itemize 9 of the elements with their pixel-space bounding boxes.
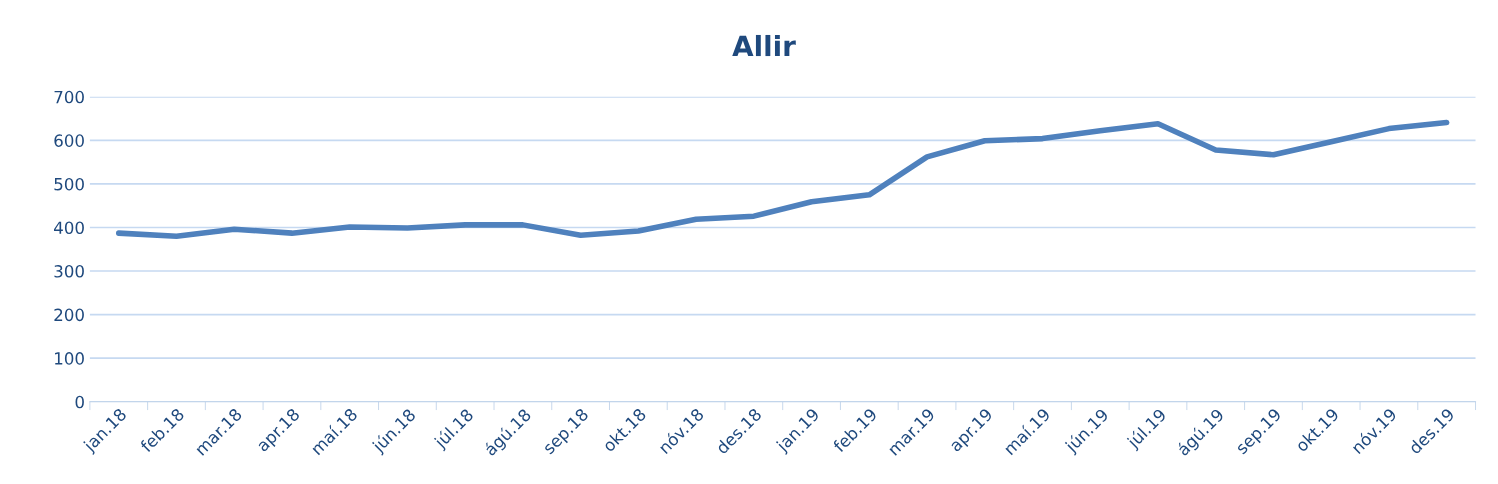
y-tick-label: 600 bbox=[54, 134, 84, 147]
chart-title: Allir bbox=[732, 34, 796, 57]
y-tick-label: 200 bbox=[54, 308, 84, 322]
y-tick-label: 700 bbox=[54, 90, 84, 104]
y-tick-label: 0 bbox=[75, 395, 84, 409]
y-tick-label: 300 bbox=[54, 265, 84, 278]
y-tick-label: 500 bbox=[54, 177, 84, 191]
y-tick-label: 400 bbox=[54, 221, 84, 235]
y-tick-label: 100 bbox=[55, 352, 84, 365]
